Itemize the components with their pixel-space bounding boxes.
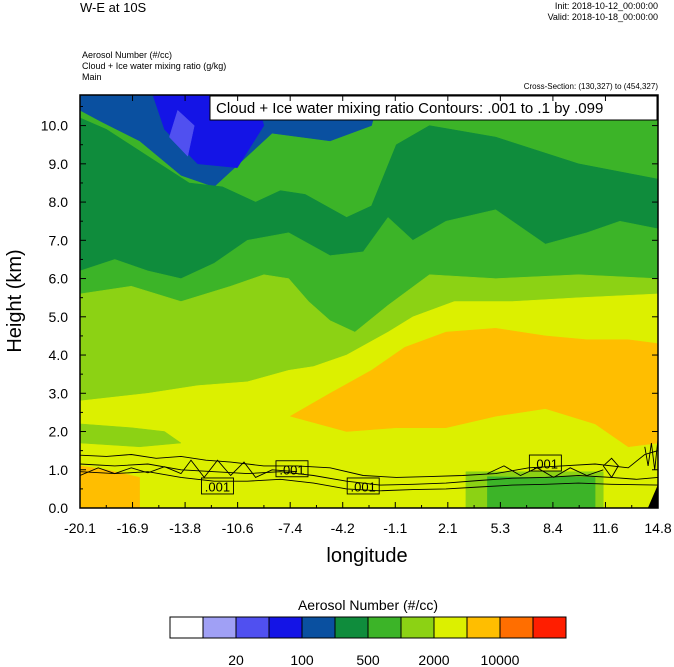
colorbar-swatch: [169, 616, 204, 639]
colorbar-labels: 20 100 500 2000 10000: [228, 652, 519, 667]
x-tick-label: -7.4: [278, 520, 302, 536]
aerosol-fill-region: [80, 423, 182, 448]
valid-time: Valid: 2018-10-18_00:00:00: [547, 12, 658, 22]
contour-label-layer: .001 .001 .001 .001: [201, 454, 562, 495]
y-tick-label: 8.0: [49, 194, 69, 210]
colorbar-swatch: [202, 616, 237, 639]
cloud-contour-line: [602, 457, 619, 479]
x-tick-label: 14.8: [644, 520, 671, 536]
contour-label: .001: [533, 457, 558, 472]
x-tick-label: 2.1: [438, 520, 458, 536]
x-axis: -20.1 -16.9 -13.8 -10.6 -7.4 -4.2 -1.1 2.1 5.3 8.…: [64, 95, 672, 536]
x-tick-label: 11.6: [592, 520, 618, 536]
y-tick-label: 2.0: [49, 424, 69, 440]
aerosol-fill-region: [80, 465, 140, 508]
contour-info-box: Cloud + Ice water mixing ratio Contours:…: [209, 95, 658, 121]
aerosol-fill-region: [289, 328, 658, 448]
cloud-contour-line: [80, 471, 658, 492]
contour-label-box: [275, 460, 309, 478]
x-tick-label: 5.3: [491, 520, 511, 536]
y-axis-title: Height (km): [4, 249, 26, 352]
colorbar-label: 2000: [418, 652, 449, 667]
cloud-contour-line: [80, 463, 658, 486]
cloud-contour-line: [80, 459, 298, 479]
cloud-contour-line: [487, 465, 604, 478]
y-tick-label: 9.0: [49, 156, 69, 172]
x-tick-label: -4.2: [331, 520, 355, 536]
field-label-cloud: Cloud + Ice water mixing ratio (g/kg): [82, 61, 227, 71]
y-tick-label: 1.0: [49, 462, 69, 478]
x-tick-label: -16.9: [117, 520, 149, 536]
colorbar-swatch: [532, 616, 567, 639]
colorbar-swatch: [499, 616, 534, 639]
colorbar-title: Aerosol Number (#/cc): [298, 597, 438, 613]
contour-label: .001: [351, 479, 376, 494]
cloud-contour-layer: [80, 439, 658, 492]
x-tick-label: -10.6: [222, 520, 254, 536]
plot-area: .001 .001 .001 .001: [80, 95, 658, 508]
init-time: Init: 2018-10-12_00:00:00: [554, 1, 658, 11]
colorbar-swatch: [268, 616, 303, 639]
y-tick-label: 0.0: [49, 500, 69, 516]
aerosol-fill-region: [487, 476, 596, 508]
contour-label-box: [528, 454, 562, 472]
cross-section-label: Cross-Section: (130,327) to (454,327): [523, 82, 658, 91]
colorbar-swatch: [334, 616, 369, 639]
colorbar-swatch: [466, 616, 501, 639]
x-tick-label: -1.1: [383, 520, 407, 536]
plot-title: W-E at 10S: [80, 0, 147, 15]
x-tick-label: 8.4: [543, 520, 563, 536]
contour-label-box: [201, 477, 234, 495]
cloud-contour-line: [644, 439, 658, 470]
colorbar-swatch: [433, 616, 468, 639]
y-tick-label: 6.0: [49, 271, 69, 287]
contour-label: .001: [279, 462, 304, 477]
contour-label-box: [346, 477, 380, 495]
colorbar-label: 500: [356, 652, 380, 667]
colorbar-swatch: [301, 616, 336, 639]
y-tick-label: 4.0: [49, 347, 69, 363]
x-axis-title: longitude: [326, 545, 407, 567]
aerosol-fill-region: [647, 485, 658, 508]
y-axis: 0.0 1.0 2.0 3.0 4.0 5.0 6.0 7.0 8.0 9.0 10.0: [41, 105, 658, 516]
x-tick-label: -20.1: [64, 520, 96, 536]
field-label-main: Main: [82, 72, 102, 82]
y-tick-label: 3.0: [49, 385, 69, 401]
x-tick-label: -13.8: [169, 520, 201, 536]
colorbar: [169, 616, 567, 639]
y-tick-label: 10.0: [41, 118, 68, 134]
field-label-aerosol: Aerosol Number (#/cc): [82, 50, 173, 60]
contour-info-text: Cloud + Ice water mixing ratio Contours:…: [216, 100, 603, 117]
cloud-contour-line: [80, 450, 658, 478]
contour-label: .001: [205, 479, 230, 494]
colorbar-swatch: [235, 616, 270, 639]
colorbar-label: 20: [228, 652, 244, 667]
aerosol-fill-region: [169, 109, 195, 157]
colorbar-swatch: [400, 616, 435, 639]
y-tick-label: 7.0: [49, 232, 69, 248]
colorbar-label: 100: [290, 652, 314, 667]
colorbar-label: 10000: [481, 652, 520, 667]
colorbar-swatch: [367, 616, 402, 639]
y-tick-label: 5.0: [49, 309, 69, 325]
aerosol-fill-layer: [80, 95, 658, 508]
